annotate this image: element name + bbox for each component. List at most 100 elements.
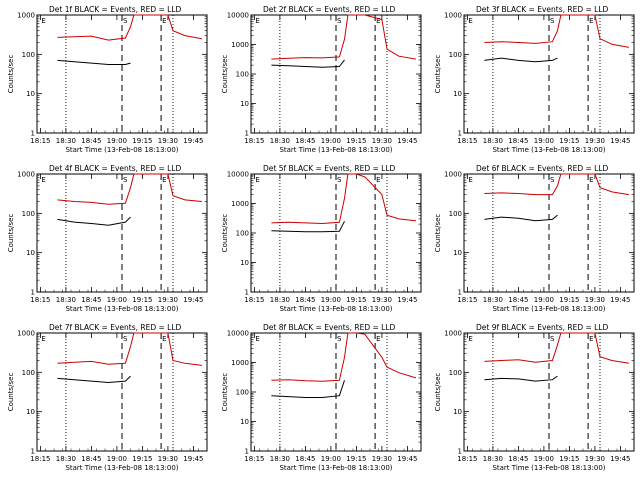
y-tick-label: 10 (453, 90, 462, 98)
y-tick-label: 1 (31, 289, 35, 297)
series-events-line (484, 214, 558, 222)
y-axis-label: Counts/sec (434, 214, 442, 253)
panel-title: Det 8f BLACK = Events, RED = LLD (263, 323, 396, 332)
panel-title: Det 6f BLACK = Events, RED = LLD (476, 164, 609, 173)
series-events-line (271, 221, 345, 233)
x-tick-label: 19:15 (132, 455, 152, 463)
marker-label: E (162, 335, 166, 343)
x-tick-label: 18:45 (508, 296, 528, 304)
y-tick-label: 10 (453, 408, 462, 416)
x-tick-label: 18:15 (244, 296, 264, 304)
y-tick-label: 10 (453, 249, 462, 257)
panel-det-8: Det 8f BLACK = Events, RED = LLD 1 10 100 10… (221, 323, 422, 472)
x-tick-label: 18:30 (56, 455, 76, 463)
x-tick-label: 18:45 (81, 137, 101, 145)
x-tick-label: 19:45 (183, 296, 203, 304)
series-events-line (57, 216, 131, 226)
x-tick-label: 19:15 (559, 137, 579, 145)
marker-label: E (41, 335, 45, 343)
x-tick-label: 18:15 (457, 455, 477, 463)
series-lld-line (57, 173, 202, 205)
x-tick-label: 18:15 (244, 455, 264, 463)
marker-label: E (41, 176, 45, 184)
series-lld-line (57, 14, 202, 41)
x-tick-label: 18:30 (270, 296, 290, 304)
x-tick-label: 19:45 (397, 296, 417, 304)
series-events-line (271, 380, 345, 398)
series-events-line (484, 375, 558, 382)
y-tick-label: 1 (31, 130, 35, 138)
x-tick-label: 19:00 (534, 455, 554, 463)
y-tick-label: 10000 (227, 12, 249, 20)
x-tick-label: 19:00 (107, 137, 127, 145)
x-tick-label: 18:30 (483, 455, 503, 463)
y-tick-label: 1 (245, 448, 249, 456)
series-lld-line (271, 173, 416, 225)
x-tick-label: 19:30 (585, 296, 605, 304)
x-tick-label: 18:30 (483, 296, 503, 304)
x-tick-label: 18:15 (457, 137, 477, 145)
panel-title: Det 9f BLACK = Events, RED = LLD (476, 323, 609, 332)
y-tick-label: 10 (240, 418, 249, 426)
x-tick-label: 19:45 (183, 137, 203, 145)
x-tick-label: 19:15 (346, 455, 366, 463)
marker-label: E (162, 17, 166, 25)
x-tick-label: 19:15 (559, 296, 579, 304)
y-tick-label: 1000 (17, 12, 35, 20)
series-events-line (271, 59, 345, 68)
y-tick-label: 10 (26, 408, 35, 416)
marker-label: E (468, 17, 472, 25)
x-tick-label: 19:45 (397, 455, 417, 463)
x-tick-label: 19:00 (107, 455, 127, 463)
x-tick-label: 18:45 (81, 296, 101, 304)
y-tick-label: 1 (31, 448, 35, 456)
x-tick-label: 18:45 (295, 296, 315, 304)
marker-label: S (337, 17, 342, 25)
y-axis-label: Counts/sec (221, 55, 229, 94)
marker-label: S (123, 176, 128, 184)
x-tick-label: 19:00 (321, 137, 341, 145)
panel-det-1: Det 1f BLACK = Events, RED = LLD 1 10 100 10… (7, 5, 208, 154)
y-tick-label: 100 (236, 230, 249, 238)
series-lld-line (57, 332, 202, 366)
panel-det-2: Det 2f BLACK = Events, RED = LLD 1 10 100 10… (221, 5, 422, 154)
x-tick-label: 19:00 (321, 296, 341, 304)
y-tick-label: 10 (26, 90, 35, 98)
series-lld-line (484, 332, 629, 364)
y-tick-label: 1000 (231, 41, 249, 49)
x-tick-label: 19:45 (183, 455, 203, 463)
x-tick-label: 18:45 (81, 455, 101, 463)
x-tick-label: 19:15 (132, 137, 152, 145)
x-tick-label: 19:30 (372, 137, 392, 145)
y-tick-label: 100 (449, 51, 462, 59)
x-tick-label: 18:45 (508, 455, 528, 463)
x-tick-label: 19:30 (372, 455, 392, 463)
x-tick-label: 19:00 (321, 455, 341, 463)
x-tick-label: 18:15 (457, 296, 477, 304)
y-tick-label: 1 (458, 289, 462, 297)
x-tick-label: 18:45 (508, 137, 528, 145)
series-lld-line (271, 332, 417, 382)
x-tick-label: 18:15 (244, 137, 264, 145)
x-tick-label: 18:45 (295, 455, 315, 463)
marker-label: E (468, 335, 472, 343)
y-tick-label: 100 (22, 369, 35, 377)
y-tick-label: 1000 (444, 330, 462, 338)
x-axis-label: Start Time (13-Feb-08 18:13:00) (492, 146, 605, 154)
marker-label: S (550, 17, 555, 25)
x-tick-label: 18:30 (56, 137, 76, 145)
marker-label: E (376, 176, 380, 184)
x-tick-label: 18:15 (30, 137, 50, 145)
y-tick-label: 1000 (231, 200, 249, 208)
x-tick-label: 19:45 (610, 455, 630, 463)
panel-det-3: Det 3f BLACK = Events, RED = LLD 1 10 100 10… (434, 5, 635, 154)
x-tick-label: 19:30 (158, 296, 178, 304)
x-tick-label: 18:30 (56, 296, 76, 304)
x-axis-label: Start Time (13-Feb-08 18:13:00) (279, 305, 392, 313)
x-tick-label: 19:45 (610, 296, 630, 304)
panel-det-9: Det 9f BLACK = Events, RED = LLD 1 10 100 10… (434, 323, 635, 472)
marker-label: S (337, 335, 342, 343)
y-tick-label: 1 (458, 448, 462, 456)
marker-label: S (337, 176, 342, 184)
y-tick-label: 1000 (17, 171, 35, 179)
